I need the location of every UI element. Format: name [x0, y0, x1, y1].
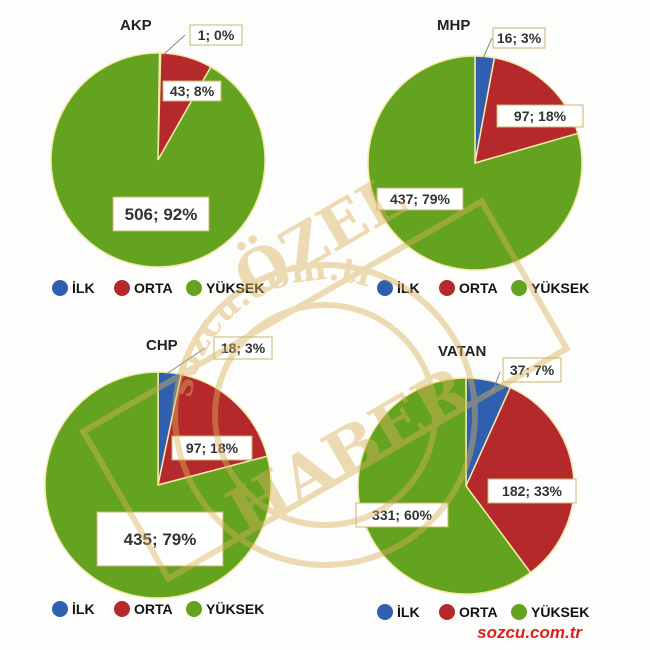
legend-swatch [439, 604, 455, 620]
legend-label: ORTA [459, 280, 498, 296]
data-label: 43; 8% [170, 83, 215, 99]
legend-swatch [511, 280, 527, 296]
data-label-box [213, 336, 273, 360]
chart-legend: İLK ORTA YÜKSEK [377, 280, 589, 296]
legend-swatch [186, 601, 202, 617]
legend-label: ORTA [134, 601, 173, 617]
label-leader-line [491, 371, 501, 394]
legend-swatch [186, 280, 202, 296]
legend-label: İLK [72, 601, 95, 617]
legend-swatch [377, 604, 393, 620]
pie-slice-yüksek [367, 55, 583, 271]
chart-legend: İLK ORTA YÜKSEK [52, 601, 264, 617]
legend-swatch [511, 604, 527, 620]
data-label-box [189, 24, 243, 46]
label-leader-line [482, 37, 493, 59]
data-label: 506; 92% [125, 205, 198, 224]
chart-title: AKP [120, 17, 152, 34]
data-label-box [112, 196, 210, 232]
chart-title: MHP [437, 17, 470, 34]
data-label-box [487, 478, 577, 504]
data-label-box [96, 511, 224, 567]
data-label: 182; 33% [502, 483, 562, 499]
legend-label: YÜKSEK [206, 280, 264, 296]
pie-chart-mhp: MHP 16; 3% 97; 18% 437; 79% İLK ORTA YÜKSEK [367, 17, 589, 296]
data-label: 18; 3% [221, 340, 266, 356]
data-label: 16; 3% [497, 30, 542, 46]
legend-swatch [52, 601, 68, 617]
data-label-box [171, 435, 253, 461]
legend-label: İLK [397, 604, 420, 620]
legend-swatch [114, 601, 130, 617]
legend-label: ORTA [459, 604, 498, 620]
legend-swatch [114, 280, 130, 296]
chart-legend: İLK ORTA YÜKSEK [52, 280, 264, 296]
chart-legend: İLK ORTA YÜKSEK [377, 604, 589, 620]
legend-swatch [52, 280, 68, 296]
pie-chart-vatan: VATAN 37; 7% 182; 33% 331; 60% İLK ORTA YÜKSEK [355, 343, 589, 620]
legend-label: YÜKSEK [531, 280, 589, 296]
legend-label: İLK [72, 280, 95, 296]
legend-swatch [439, 280, 455, 296]
data-label: 435; 79% [124, 530, 197, 549]
data-label-box [162, 80, 222, 102]
chart-title: VATAN [438, 343, 486, 360]
data-label: 37; 7% [510, 362, 555, 378]
data-label-box [355, 502, 449, 528]
legend-label: YÜKSEK [531, 604, 589, 620]
legend-label: İLK [397, 280, 420, 296]
source-label: sozcu.com.tr [477, 623, 582, 642]
data-label: 437; 79% [390, 191, 450, 207]
label-leader-line [164, 347, 206, 376]
pie-chart-chp: CHP 18; 3% 97; 18% 435; 79% İLK ORTA YÜKSEK [44, 336, 273, 617]
data-label: 97; 18% [186, 440, 239, 456]
label-leader-line [162, 34, 186, 56]
data-label-box [376, 187, 464, 211]
data-label-box [496, 104, 584, 128]
legend-label: YÜKSEK [206, 601, 264, 617]
data-label: 1; 0% [198, 27, 235, 43]
data-label: 97; 18% [514, 108, 567, 124]
chart-title: CHP [146, 337, 178, 354]
pie-chart-akp: AKP 1; 0% 43; 8% 506; 92% İLK ORTA YÜKSEK [50, 17, 266, 296]
data-label-box [502, 357, 562, 383]
data-label-box [492, 27, 546, 49]
legend-swatch [377, 280, 393, 296]
data-label: 331; 60% [372, 507, 432, 523]
pie-slice-yüksek [50, 52, 266, 268]
legend-label: ORTA [134, 280, 173, 296]
